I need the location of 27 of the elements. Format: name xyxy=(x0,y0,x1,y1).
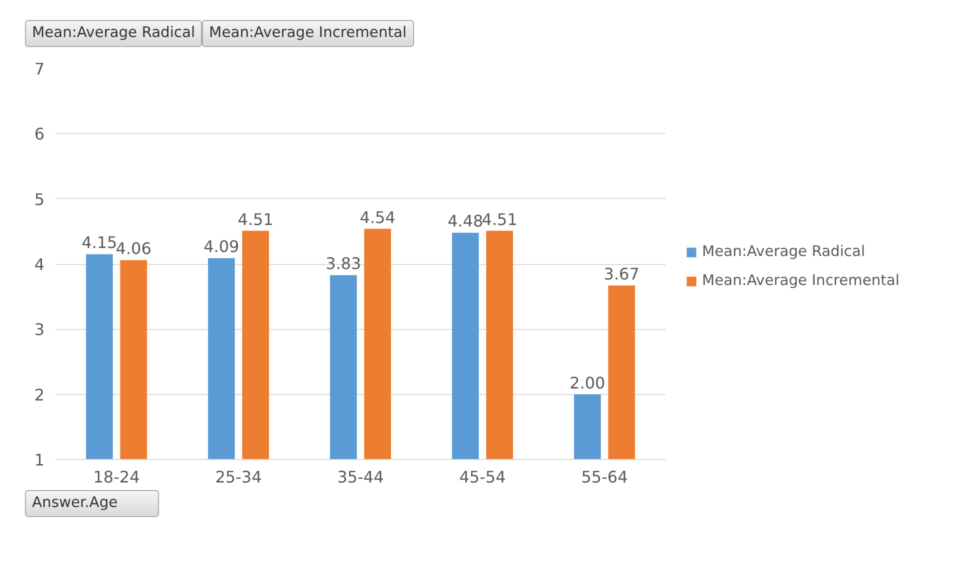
legend-label: Mean:Average Radical xyxy=(702,243,866,260)
text: Answer.Age xyxy=(25,490,159,517)
y-tick-label: 3 xyxy=(34,320,45,340)
text: Mean:Average Incremental xyxy=(202,20,414,47)
x-tick-label: 35-44 xyxy=(337,468,384,486)
x-tick-label: 45-54 xyxy=(459,468,506,486)
data-label: 4.48 xyxy=(448,212,484,231)
y-tick-label: 4 xyxy=(34,255,45,274)
y-tick-label: 6 xyxy=(34,124,45,144)
y-tick-label: 2 xyxy=(34,385,45,404)
x-tick-label: 25-34 xyxy=(215,468,262,486)
data-label: 4.54 xyxy=(360,208,396,227)
data-label: 4.09 xyxy=(204,237,240,256)
legend-label: Mean:Average Incremental xyxy=(702,272,900,289)
y-tick-label: 7 xyxy=(34,60,45,78)
x-tick-label: 55-64 xyxy=(581,468,628,486)
x-tick-label: 18-24 xyxy=(93,468,140,486)
data-label: 4.06 xyxy=(116,239,152,258)
text: Mean:Average Radical xyxy=(25,20,202,47)
y-tick-label: 1 xyxy=(34,450,45,470)
data-label: 2.00 xyxy=(570,373,606,392)
data-label: 4.15 xyxy=(82,233,118,252)
data-label: 3.83 xyxy=(326,254,362,274)
data-label: 4.51 xyxy=(238,210,274,229)
data-label: 4.51 xyxy=(482,210,518,229)
y-tick-label: 5 xyxy=(34,190,45,209)
data-label: 3.67 xyxy=(604,264,640,284)
